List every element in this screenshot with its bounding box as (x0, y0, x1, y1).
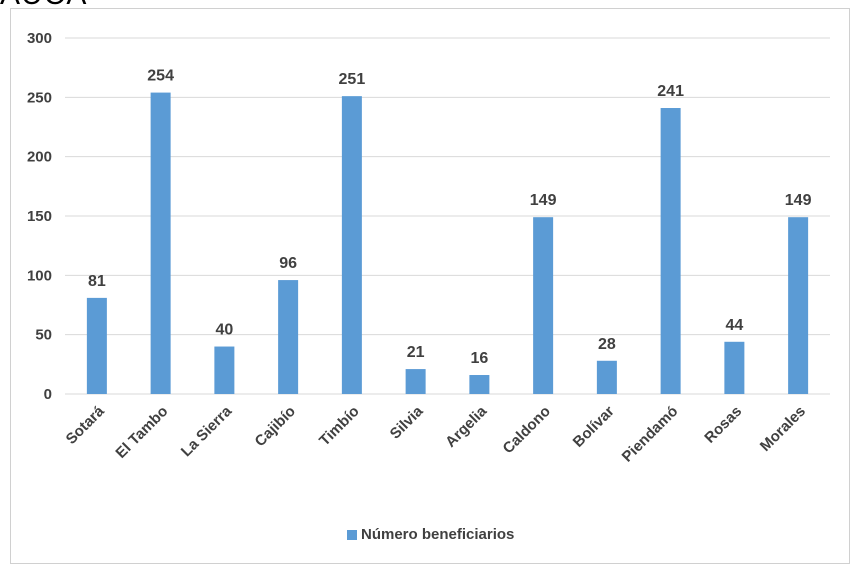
x-category-label: Piendamó (619, 403, 682, 466)
y-tick-label: 0 (44, 386, 52, 403)
x-category-label: Bolívar (570, 403, 618, 451)
y-tick-label: 250 (27, 89, 52, 106)
data-label: 44 (725, 317, 743, 334)
data-label: 40 (215, 322, 233, 339)
data-label: 149 (785, 192, 812, 209)
x-category-label: Sotará (63, 402, 108, 447)
y-axis-ticks: 0 50 100 150 200 250 300 (27, 30, 52, 403)
data-label: 21 (407, 344, 425, 361)
bar (150, 92, 171, 394)
x-category-label: Cajibío (252, 403, 299, 450)
bar (533, 217, 554, 394)
bar (86, 297, 107, 394)
bar (788, 217, 809, 394)
y-tick-label: 50 (35, 327, 52, 344)
data-label: 251 (339, 71, 366, 88)
legend: Número beneficiarios (347, 526, 514, 543)
bar (660, 108, 681, 394)
x-category-label: Rosas (701, 403, 745, 447)
x-category-label: Morales (757, 403, 809, 455)
x-category-label: Timbío (316, 403, 363, 450)
data-label: 241 (657, 83, 684, 100)
x-axis-categories: Sotará El Tambo La Sierra Cajibío Timbío Silv… (63, 402, 809, 465)
data-label: 254 (147, 68, 174, 85)
bar (214, 346, 235, 394)
data-label: 28 (598, 336, 616, 353)
header-fragment: AUCA (0, 0, 87, 12)
bar (596, 360, 617, 394)
gridlines (65, 37, 830, 395)
bars (86, 92, 809, 394)
bar (724, 341, 745, 394)
data-label: 16 (470, 350, 488, 367)
data-label: 96 (279, 255, 297, 272)
bar (278, 280, 299, 394)
x-category-label: Caldono (500, 403, 554, 457)
bar (405, 369, 426, 394)
x-category-label: La Sierra (178, 402, 236, 460)
x-category-label: Argelia (442, 402, 490, 450)
y-tick-label: 150 (27, 208, 52, 225)
y-tick-label: 300 (27, 30, 52, 47)
legend-swatch (347, 529, 357, 540)
x-category-label: Silvia (387, 402, 427, 442)
legend-label: Número beneficiarios (361, 526, 515, 543)
data-label: 81 (88, 273, 106, 290)
data-label: 149 (530, 192, 557, 209)
chart-frame (10, 8, 850, 564)
bar (341, 96, 362, 394)
y-tick-label: 100 (27, 267, 52, 284)
data-labels: 81 254 40 96 251 21 16 149 28 241 44 149 (88, 68, 812, 367)
bar (469, 375, 490, 394)
x-category-label: El Tambo (112, 403, 171, 462)
y-tick-label: 200 (27, 149, 52, 166)
